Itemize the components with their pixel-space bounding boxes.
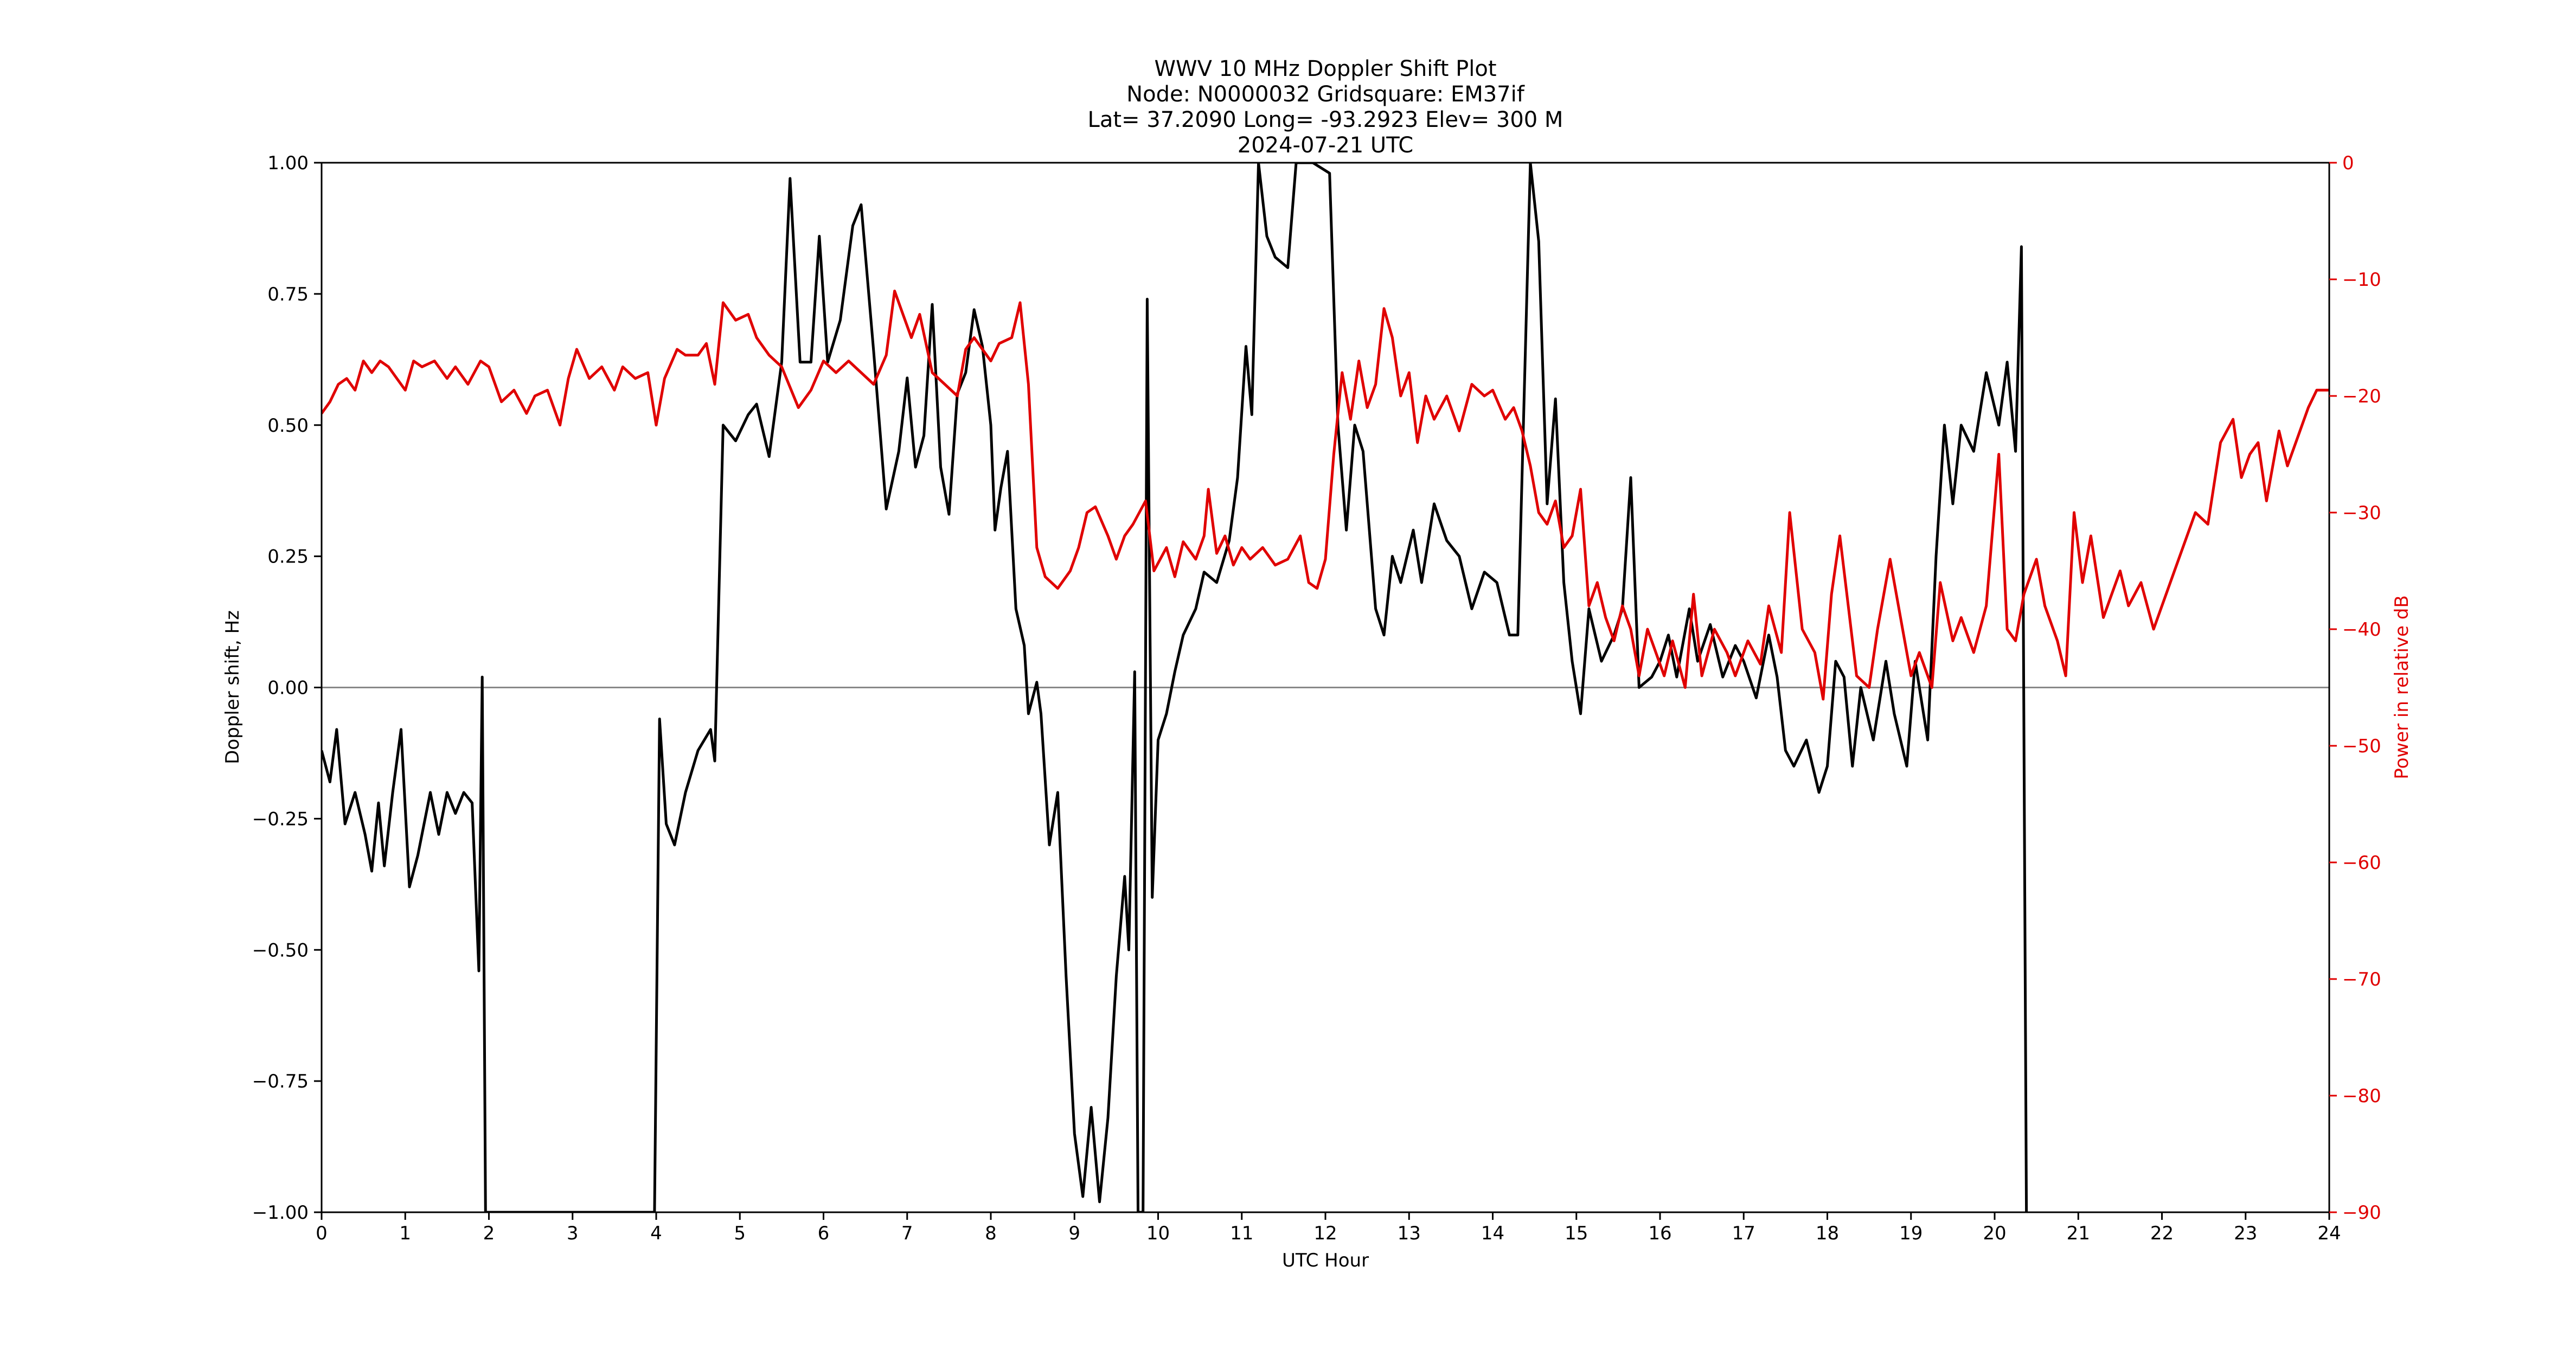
x-tick-label: 2 [483,1223,495,1244]
y-tick-label: −0.75 [252,1071,309,1092]
y2-tick-label: −90 [2342,1202,2381,1224]
x-tick-label: 7 [901,1223,913,1244]
y2-tick-label: 0 [2342,152,2354,174]
x-tick-label: 14 [1481,1223,1504,1244]
x-tick-label: 15 [1565,1223,1588,1244]
x-tick-label: 13 [1398,1223,1421,1244]
y-tick-label: −0.25 [252,808,309,830]
x-tick-label: 24 [2317,1223,2341,1244]
y-axis-label: Doppler shift, Hz [222,610,243,764]
doppler-series-line [322,163,2028,1212]
y2-tick-label: −70 [2342,969,2381,990]
y2-tick-label: −10 [2342,269,2381,291]
x-tick-label: 9 [1068,1223,1080,1244]
x-tick-label: 18 [1816,1223,1839,1244]
x-axis-label: UTC Hour [1282,1250,1369,1271]
chart-title-line-2: Node: N0000032 Gridsquare: EM37if [1126,82,1524,107]
chart-title-line-1: WWV 10 MHz Doppler Shift Plot [1154,56,1497,81]
x-tick-label: 21 [2067,1223,2090,1244]
y2-tick-label: −50 [2342,735,2381,757]
y-tick-label: 1.00 [267,152,309,174]
y-tick-label: 0.75 [267,284,309,305]
x-tick-label: 6 [818,1223,830,1244]
y2-tick-label: −60 [2342,852,2381,874]
x-tick-label: 5 [734,1223,746,1244]
x-tick-label: 4 [650,1223,662,1244]
x-tick-label: 16 [1648,1223,1671,1244]
y2-tick-label: −20 [2342,386,2381,407]
y-tick-label: 0.00 [267,677,309,699]
x-tick-label: 17 [1732,1223,1755,1244]
x-tick-label: 8 [985,1223,997,1244]
y2-tick-label: −80 [2342,1085,2381,1107]
x-tick-label: 12 [1313,1223,1337,1244]
y2-tick-label: −30 [2342,502,2381,524]
y-tick-label: 0.25 [267,546,309,568]
y-tick-label: −1.00 [252,1202,309,1224]
chart-title-line-3: Lat= 37.2090 Long= -93.2923 Elev= 300 M [1087,107,1563,132]
power-series-line [322,290,2329,701]
x-tick-label: 11 [1230,1223,1253,1244]
y2-axis-label: Power in relative dB [2391,595,2413,779]
y2-tick-label: −40 [2342,619,2381,641]
x-tick-label: 3 [567,1223,579,1244]
x-tick-label: 23 [2234,1223,2257,1244]
chart-title-line-4: 2024-07-21 UTC [1237,133,1414,158]
y-tick-label: 0.50 [267,415,309,437]
x-tick-label: 19 [1899,1223,1923,1244]
x-tick-label: 1 [399,1223,411,1244]
x-tick-label: 10 [1146,1223,1170,1244]
x-tick-label: 20 [1983,1223,2006,1244]
x-tick-label: 22 [2150,1223,2174,1244]
x-tick-label: 0 [316,1223,328,1244]
y-tick-label: −0.50 [252,939,309,961]
